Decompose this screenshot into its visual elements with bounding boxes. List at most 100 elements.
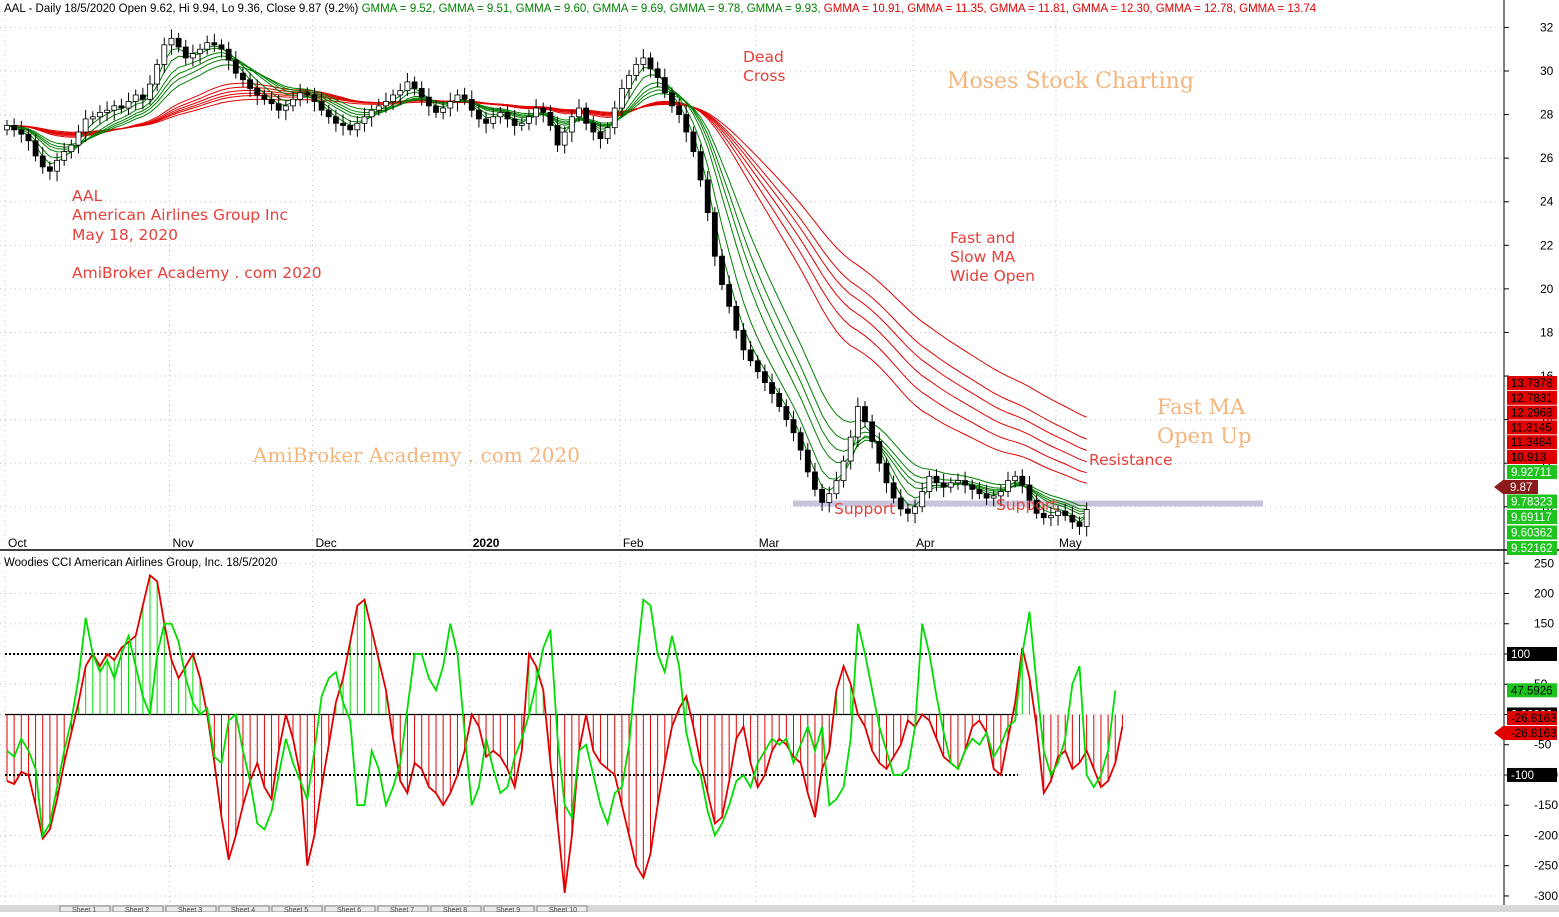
candle-body [32, 140, 39, 157]
candle-body [526, 116, 532, 124]
candle-body [669, 92, 675, 107]
candle-body [754, 360, 761, 373]
candle-body [697, 151, 704, 181]
candle-body [347, 125, 354, 131]
resistance-label: Resistance [1089, 451, 1173, 469]
symbol-text: AAL [72, 187, 103, 205]
sheet-tab-bar[interactable] [0, 905, 1559, 912]
candle-body [475, 109, 482, 120]
candle-body [854, 406, 861, 438]
candle-body [905, 508, 911, 514]
slow-gmma-tag-box [1507, 420, 1557, 435]
x-month-label: Nov [172, 536, 193, 550]
y-tick-label: 28 [1540, 108, 1554, 122]
sheet-tab-label: Sheet 9 [496, 907, 520, 912]
sheet-tab-label: Sheet 1 [72, 907, 96, 912]
y-tick-label: 20 [1540, 282, 1554, 296]
candle-body [919, 491, 926, 508]
y-tick-label: -150 [1534, 798, 1558, 812]
candle-body [876, 441, 883, 464]
slow-gmma-tag: 11.8145 [1511, 422, 1552, 434]
resistance-band [793, 500, 1263, 507]
candle-body [11, 125, 18, 131]
x-month-label: Feb [623, 536, 644, 550]
candle-body [719, 255, 725, 285]
candle-body [611, 107, 618, 129]
slow-gmma-tag-box [1507, 376, 1557, 390]
candle-body [361, 116, 368, 124]
slow-gmma-tag-box [1507, 390, 1557, 405]
candle-body [368, 109, 375, 118]
candle-body [576, 107, 582, 118]
candle-body [711, 212, 718, 257]
candle-body [504, 112, 511, 120]
y-tick-label: 30 [1540, 64, 1554, 78]
sheet-tab-label: Sheet 10 [549, 907, 577, 912]
sheet-tab-label: Sheet 6 [337, 907, 361, 912]
candle-body [797, 432, 804, 451]
turbo-arrow [1494, 726, 1557, 740]
candle-body [1005, 480, 1011, 492]
sheet-tab-label: Sheet 8 [443, 907, 467, 912]
sheet-tab-label: Sheet 5 [284, 907, 308, 912]
candle-body [275, 103, 282, 111]
slow-gmma-tag-box [1507, 405, 1557, 420]
slow-gmma-tag: 10.913 [1511, 452, 1546, 464]
candle-body [561, 131, 568, 146]
fast-ma-annotation: Fast MA Open Up [1157, 395, 1251, 448]
cci-100-tag-box [1507, 646, 1557, 661]
cci-minus100-tag-box [1507, 767, 1557, 782]
candle-body [433, 105, 439, 113]
fast-gmma-tag-box [1507, 510, 1557, 524]
y-tick-label: 250 [1534, 556, 1554, 570]
x-month-label: Apr [916, 536, 935, 550]
candle-body [154, 64, 161, 85]
candle-body [240, 72, 246, 81]
candle-body [883, 462, 890, 484]
candle-body [97, 112, 103, 118]
candle-body [897, 497, 904, 510]
sheet-tab-label: Sheet 2 [125, 907, 149, 912]
candle-body [447, 101, 454, 109]
cross-text: Cross [743, 67, 786, 85]
candle-body [225, 48, 232, 61]
candle-body [247, 79, 254, 89]
support-label-april: Support [996, 496, 1057, 514]
turbo-arrow-tag: -26.8163 [1511, 728, 1556, 740]
cci-last-tag-box [1507, 683, 1557, 698]
candle-body [497, 112, 504, 118]
candle-body [804, 449, 811, 473]
candle-body [947, 482, 954, 488]
slow-gmma-tag: 12.2968 [1511, 408, 1553, 420]
candle-body [425, 96, 432, 107]
x-month-label: Mar [759, 536, 780, 550]
candle-body [819, 488, 825, 503]
candle-body [54, 159, 60, 172]
candle-body [640, 57, 647, 65]
candle-body [104, 109, 110, 113]
candle-body [325, 109, 332, 118]
candle-body [604, 127, 611, 139]
candle-body [182, 46, 189, 59]
fast-ma-line [6, 59, 1087, 510]
y-tick-label: 32 [1540, 20, 1554, 34]
candle-body [1076, 521, 1083, 527]
candle-body [390, 94, 397, 102]
cci-pane[interactable] [0, 553, 1504, 905]
candle-body [61, 151, 68, 161]
candle-body [540, 107, 547, 113]
candle-body [161, 44, 168, 65]
candle-body [747, 349, 754, 362]
candle-body [483, 118, 489, 124]
candle-body [554, 125, 561, 146]
candle-body [926, 475, 933, 492]
x-month-label: Dec [315, 536, 336, 550]
fast-gmma-tag-box [1507, 465, 1557, 479]
y-tick-label: 200 [1534, 587, 1554, 601]
y-tick-label: -300 [1534, 889, 1558, 903]
candle-body [18, 129, 25, 135]
candle-body [583, 107, 590, 124]
wide-open-text: Wide Open [950, 267, 1035, 285]
candle-body [1019, 475, 1026, 486]
